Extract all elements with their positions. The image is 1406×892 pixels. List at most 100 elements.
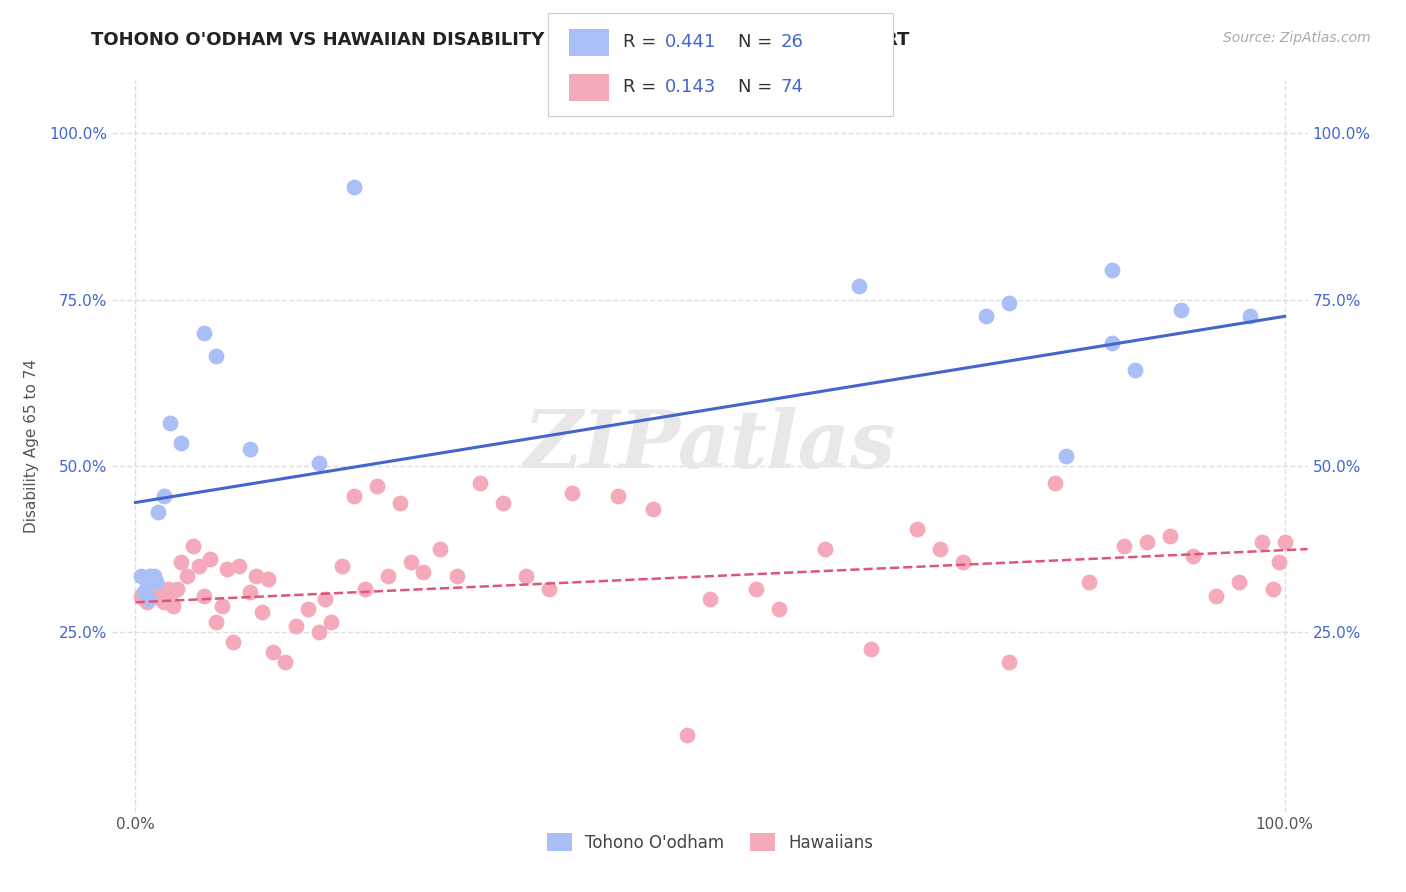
Text: 26: 26 [780, 33, 803, 52]
Point [429, 542, 451, 557]
Point [1274, 535, 1296, 549]
Point [159, 416, 181, 430]
Point [388, 495, 411, 509]
Point [538, 582, 561, 596]
Point [193, 326, 215, 340]
Point [974, 310, 997, 324]
Point [470, 475, 492, 490]
Point [136, 595, 159, 609]
Point [1123, 362, 1146, 376]
Point [170, 555, 193, 569]
Point [285, 618, 308, 632]
Point [354, 582, 377, 596]
Point [607, 489, 630, 503]
Point [1159, 529, 1181, 543]
Point [1101, 262, 1123, 277]
Point [319, 615, 342, 630]
Point [1205, 589, 1227, 603]
Text: TOHONO O'ODHAM VS HAWAIIAN DISABILITY AGE 65 TO 74 CORRELATION CHART: TOHONO O'ODHAM VS HAWAIIAN DISABILITY AG… [91, 31, 910, 49]
Point [153, 595, 176, 609]
Point [205, 349, 228, 363]
Point [211, 599, 233, 613]
Legend: Tohono O'odham, Hawaiians: Tohono O'odham, Hawaiians [540, 826, 880, 858]
Text: Source: ZipAtlas.com: Source: ZipAtlas.com [1223, 31, 1371, 45]
Point [228, 558, 250, 573]
Text: ZIPatlas: ZIPatlas [524, 408, 896, 484]
Point [170, 435, 193, 450]
Point [515, 568, 537, 582]
Point [366, 479, 388, 493]
Point [159, 591, 181, 606]
Point [401, 555, 423, 569]
Point [412, 566, 434, 580]
Point [129, 589, 152, 603]
Point [377, 568, 399, 582]
Y-axis label: Disability Age 65 to 74: Disability Age 65 to 74 [24, 359, 38, 533]
Point [998, 296, 1021, 310]
Point [162, 599, 184, 613]
Text: 0.441: 0.441 [665, 33, 717, 52]
Point [641, 502, 664, 516]
Point [139, 568, 162, 582]
Point [145, 575, 167, 590]
Text: 0.143: 0.143 [665, 78, 717, 96]
Point [187, 558, 209, 573]
Point [297, 602, 319, 616]
Point [308, 456, 330, 470]
Text: N =: N = [738, 78, 778, 96]
Point [928, 542, 950, 557]
Point [998, 655, 1021, 669]
Text: 74: 74 [780, 78, 803, 96]
Point [217, 562, 239, 576]
Text: R =: R = [623, 78, 662, 96]
Point [768, 602, 790, 616]
Point [148, 506, 170, 520]
Point [1170, 302, 1192, 317]
Point [446, 568, 468, 582]
Point [145, 575, 167, 590]
Point [492, 495, 515, 509]
Point [142, 589, 165, 603]
Point [1043, 475, 1066, 490]
Point [905, 522, 928, 536]
Point [1054, 449, 1077, 463]
Point [343, 489, 366, 503]
Point [848, 279, 870, 293]
Point [245, 568, 267, 582]
Point [205, 615, 228, 630]
Point [142, 575, 165, 590]
Point [181, 539, 204, 553]
Point [239, 585, 262, 599]
Point [129, 568, 152, 582]
Point [308, 625, 330, 640]
Point [222, 635, 245, 649]
Point [745, 582, 768, 596]
Point [149, 591, 172, 606]
Point [1239, 310, 1261, 324]
Point [153, 489, 176, 503]
Point [1078, 575, 1101, 590]
Point [1181, 549, 1204, 563]
Point [676, 728, 699, 742]
Point [166, 582, 188, 596]
Point [239, 442, 262, 457]
Point [1136, 535, 1159, 549]
Point [343, 179, 366, 194]
Point [330, 558, 353, 573]
Point [314, 591, 336, 606]
Point [138, 591, 160, 606]
Point [176, 568, 198, 582]
Point [193, 589, 215, 603]
Point [1261, 582, 1284, 596]
Point [561, 485, 583, 500]
Point [156, 582, 179, 596]
Point [142, 568, 165, 582]
Point [814, 542, 837, 557]
Point [1227, 575, 1250, 590]
Point [1112, 539, 1135, 553]
Point [274, 655, 297, 669]
Point [148, 585, 170, 599]
Text: R =: R = [623, 33, 662, 52]
Text: N =: N = [738, 33, 778, 52]
Point [138, 575, 160, 590]
